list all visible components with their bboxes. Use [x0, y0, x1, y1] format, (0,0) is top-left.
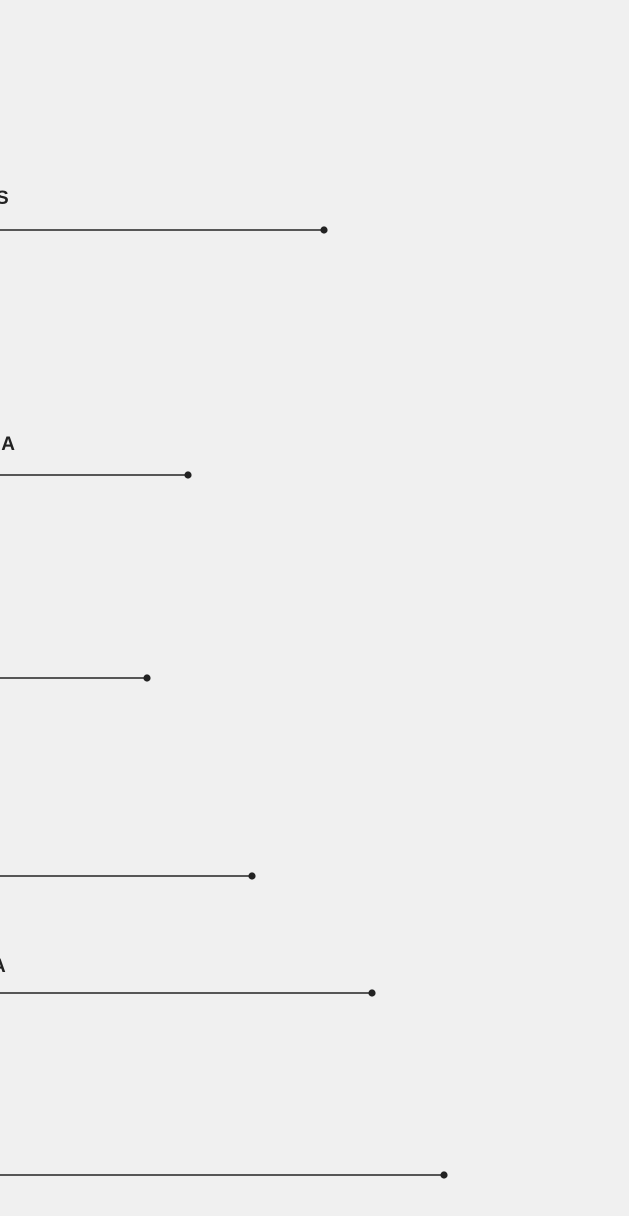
leader-dot-6	[440, 1171, 448, 1179]
callout-label-5: A	[0, 956, 6, 977]
callout-labels: S IA A	[0, 188, 15, 977]
callout-label-1: S	[0, 188, 9, 209]
callout-label-2: IA	[0, 434, 15, 455]
leader-dot-4	[248, 872, 256, 880]
leader-dot-3	[143, 674, 151, 682]
leader-dot-1	[320, 226, 328, 234]
leader-dot-5	[368, 989, 376, 997]
leader-lines	[0, 226, 448, 1179]
leader-dot-2	[184, 471, 192, 479]
